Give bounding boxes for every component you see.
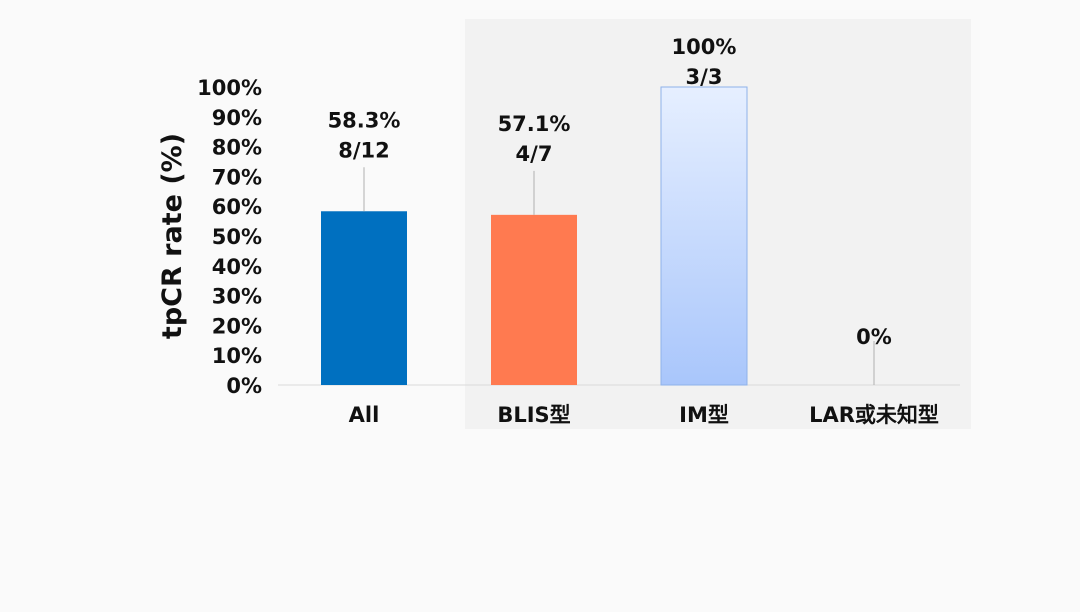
y-axis-label: tpCR rate (%) [157,133,188,339]
data-label-percent: 58.3% [328,108,401,132]
x-tick-label: All [349,403,380,427]
y-tick-label: 60% [212,195,262,219]
y-tick-label: 10% [212,344,262,368]
y-tick-label: 50% [212,225,262,249]
data-label-fraction: 3/3 [686,65,723,89]
y-tick-label: 20% [212,314,262,338]
x-tick-label: IM型 [679,403,729,427]
y-tick-label: 80% [212,136,262,160]
data-label-fraction: 4/7 [516,142,553,166]
x-tick-label: LAR或未知型 [809,403,939,427]
x-tick-label: BLIS型 [497,403,570,427]
data-label-percent: 100% [672,35,737,59]
bar [491,214,577,385]
y-tick-label: 30% [212,285,262,309]
data-label-fraction: 8/12 [338,138,390,162]
data-label-percent: 0% [856,325,892,349]
y-tick-label: 90% [212,106,262,130]
data-label-percent: 57.1% [498,112,571,136]
bar [660,86,748,386]
y-tick-label: 100% [197,76,262,100]
y-tick-label: 0% [226,374,262,398]
y-tick-label: 40% [212,255,262,279]
y-tick-label: 70% [212,165,262,189]
bar [321,211,407,385]
